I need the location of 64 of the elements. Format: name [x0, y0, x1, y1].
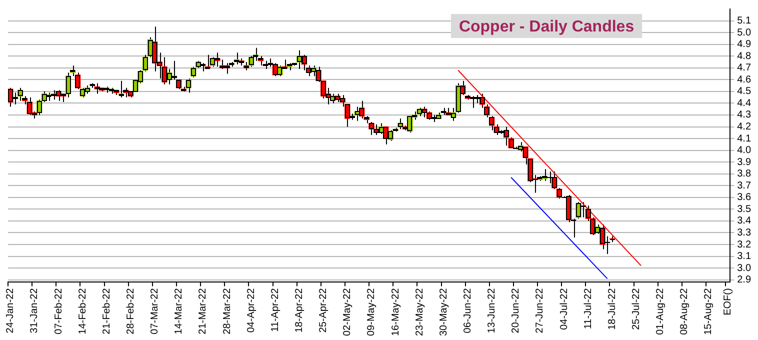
y-tick-label: 3.1 [737, 251, 752, 262]
y-tick-label: 3.5 [737, 204, 752, 215]
x-tick-label: 21-Mar-22 [198, 288, 209, 334]
x-tick-label: 06-Jun-22 [462, 288, 474, 334]
y-tick-label: 3.0 [737, 262, 752, 274]
y-tick-label: 4.1 [737, 133, 752, 144]
y-tick-label: 4.3 [737, 110, 752, 121]
x-tick-label: 04-Jul-22 [558, 288, 570, 330]
x-tick-label: 16-May-22 [390, 288, 402, 336]
candlestick [383, 126, 389, 145]
x-tick-label: 20-Jun-22 [510, 288, 522, 334]
x-tick-label: 28-Mar-22 [222, 288, 233, 334]
x-tick-label: 30-May-22 [438, 288, 450, 336]
x-tick-label: 21-Feb-22 [101, 288, 112, 334]
candlestick [277, 65, 283, 77]
x-tick-label: 18-Jul-22 [606, 288, 618, 330]
candlestick [354, 106, 360, 122]
x-tick-label: 28-Feb-22 [126, 288, 137, 334]
x-tick-label: 18-Apr-22 [294, 288, 305, 333]
y-tick-label: 3.3 [737, 227, 752, 238]
y-tick-label: 4.0 [737, 145, 752, 156]
x-tick-label: 02-May-22 [342, 288, 354, 336]
y-tick-label: 5.0 [737, 27, 752, 38]
candlestick [398, 118, 404, 130]
x-tick-label: 25-Jul-22 [630, 288, 642, 330]
y-tick-label: 4.8 [737, 50, 752, 62]
x-tick-label: 08-Aug-22 [679, 288, 690, 335]
x-tick-label: 27-Jun-22 [534, 288, 546, 334]
candlestick [171, 60, 177, 80]
y-tick-label: 4.7 [737, 62, 752, 74]
x-tick-label: 11-Apr-22 [270, 288, 281, 332]
y-tick-label: 4.4 [737, 98, 752, 109]
y-tick-label: 4.2 [737, 122, 752, 133]
y-tick-label: 3.7 [737, 180, 752, 192]
x-tick-label: 24-Jan-22 [5, 288, 16, 334]
x-tick-label: 13-Jun-22 [486, 288, 498, 334]
x-tick-label: 04-Apr-22 [246, 288, 257, 333]
x-tick-label: 15-Aug-22 [703, 288, 714, 335]
y-tick-label: 4.6 [737, 74, 752, 86]
y-tick-label: 3.8 [737, 168, 752, 180]
y-tick-label: 3.9 [737, 156, 752, 168]
x-tick-label: 01-Aug-22 [655, 288, 666, 335]
candlestick [272, 62, 278, 77]
x-tick-label: 14-Mar-22 [174, 288, 185, 334]
x-tick-label: 11-Jul-22 [582, 288, 594, 330]
x-tick-label: 23-May-22 [414, 288, 426, 336]
y-tick-label: 5.1 [737, 16, 752, 27]
x-tick-label: 14-Feb-22 [77, 288, 88, 334]
x-tick-label: 31-Jan-22 [29, 288, 40, 334]
y-tick-label: 4.9 [737, 39, 752, 50]
y-tick-label: 2.9 [737, 274, 752, 286]
text: Copper - Daily Candles [458, 18, 634, 36]
y-tick-label: 3.4 [737, 216, 752, 227]
x-tick-label: 09-May-22 [366, 288, 378, 336]
candlestick [17, 87, 23, 102]
x-tick-label: 07-Mar-22 [150, 288, 161, 334]
y-tick-label: 3.2 [737, 239, 752, 250]
x-tick-label: EOF() [722, 288, 734, 316]
y-tick-label: 3.6 [737, 192, 752, 204]
candlestick [248, 56, 254, 68]
candlestick [359, 100, 365, 120]
x-tick-label: 25-Apr-22 [318, 288, 330, 333]
x-tick-label: 07-Feb-22 [53, 288, 64, 334]
y-tick-label: 4.5 [737, 86, 752, 98]
